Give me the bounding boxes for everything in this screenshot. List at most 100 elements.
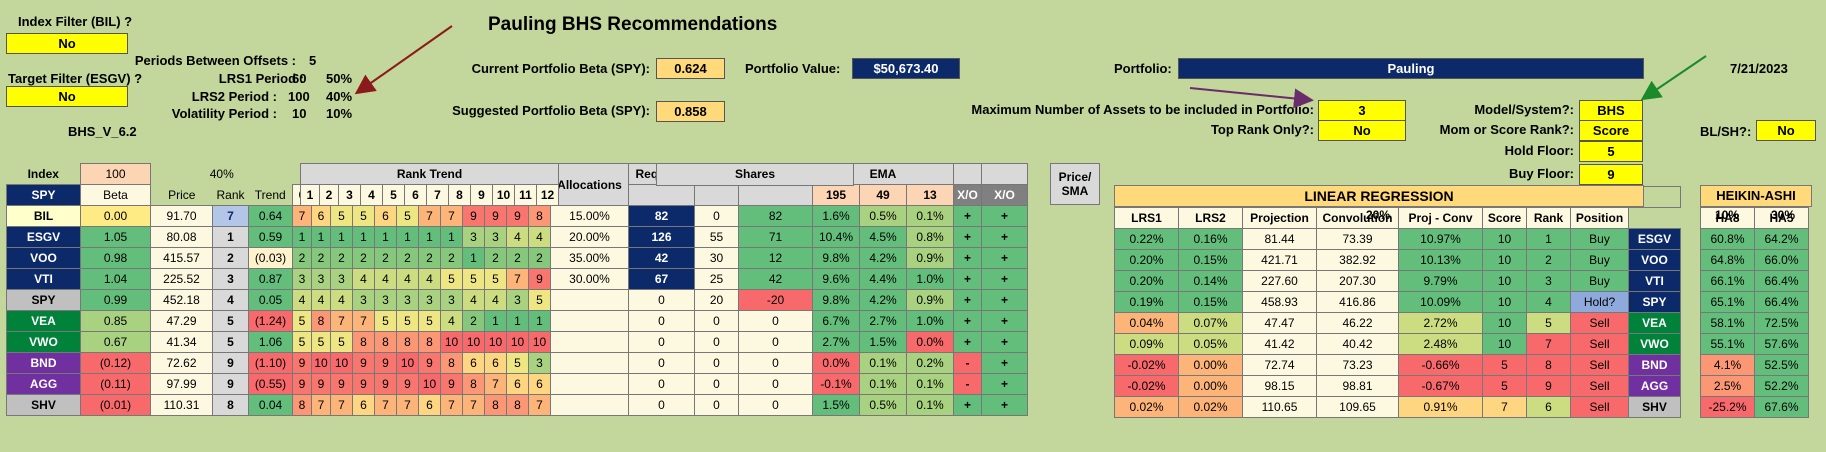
lr-ticker[interactable]: SHV [1628, 396, 1681, 418]
lr-col-header: Projection [1242, 207, 1317, 229]
rank-trend-cell: 7 [440, 205, 463, 227]
rank-trend-cell: 10 [506, 331, 529, 353]
trend-cell: 0.04 [248, 394, 293, 416]
table-row[interactable]: 66.1% 66.4% [1700, 270, 1809, 292]
table-row[interactable]: 65.1% 66.4% [1700, 291, 1809, 313]
ema-49-cell: 1.5% [859, 331, 907, 353]
table-row[interactable]: ESGV 1.05 80.08 1 0.59 1 1 1 1 1 1 1 1 3 3 4 4 20.00% 126 5… [6, 226, 1028, 248]
rank-trend-cell: 5 [292, 310, 312, 332]
linear-regression-header: LINEAR REGRESSION [1114, 185, 1644, 207]
lr-ticker[interactable]: VOO [1628, 249, 1681, 271]
table-row[interactable]: 2.5% 52.2% [1700, 375, 1809, 397]
price-cell: 80.08 [150, 226, 213, 248]
rank-trend-cell: 7 [528, 394, 551, 416]
ha8-cell: 60.8% [1700, 228, 1755, 250]
table-row[interactable]: SHV (0.01) 110.31 8 0.04 8 7 7 6 7 7 6 7 7 8 8 7 0 0 0 1.5% 0… [6, 394, 1028, 416]
table-row[interactable]: BIL 0.00 91.70 7 0.64 7 6 5 5 6 5 7 7 9 9 9 8 15.00% 82 0 82… [6, 205, 1028, 227]
table-row[interactable]: -25.2% 67.6% [1700, 396, 1809, 418]
ticker[interactable]: BND [6, 352, 81, 374]
ticker[interactable]: BIL [6, 205, 81, 227]
xo-cell: + [953, 394, 982, 416]
rank-trend-cell: 8 [374, 331, 397, 353]
ticker[interactable]: VTI [6, 268, 81, 290]
rank-trend-cell: 1 [352, 226, 375, 248]
table-row[interactable]: -0.02% 0.00% 98.15 98.81 -0.67% 5 9 Sell AGG [1114, 375, 1681, 397]
table-row[interactable]: VTI 1.04 225.52 3 0.87 3 3 3 4 4 4 4 5 5 5 7 9 30.00% 67 25… [6, 268, 1028, 290]
ticker[interactable]: SPY [6, 289, 81, 311]
price-sma-cell: + [981, 247, 1028, 269]
portfolio-name[interactable]: Pauling [1178, 58, 1644, 79]
ha5-cell: 52.5% [1754, 354, 1809, 376]
table-row[interactable]: -0.02% 0.00% 72.74 73.23 -0.66% 5 8 Sell BND [1114, 354, 1681, 376]
rank-trend-cell: 3 [484, 226, 507, 248]
rank-trend-cell: 6 [352, 394, 375, 416]
table-row[interactable]: VEA 0.85 47.29 5 (1.24) 5 8 7 7 5 5 5 4 2 1 1 1 0 0 0 6.7% 2.… [6, 310, 1028, 332]
beta-cell: 1.04 [80, 268, 151, 290]
table-row[interactable]: 58.1% 72.5% [1700, 312, 1809, 334]
lr-ticker[interactable]: VTI [1628, 270, 1681, 292]
score-cell: 5 [1482, 375, 1527, 397]
lr-ticker[interactable]: AGG [1628, 375, 1681, 397]
ticker[interactable]: VOO [6, 247, 81, 269]
rank-trend-cell: 7 [292, 205, 312, 227]
mom-value[interactable]: Score [1579, 120, 1643, 141]
ha5-cell: 66.0% [1754, 249, 1809, 271]
score-cell: 10 [1482, 312, 1527, 334]
rank-trend-cell: 3 [528, 352, 551, 374]
table-row[interactable]: 60.8% 64.2% [1700, 228, 1809, 250]
lr-ticker[interactable]: SPY [1628, 291, 1681, 313]
blsh-value[interactable]: No [1756, 120, 1816, 141]
ticker[interactable]: ESGV [6, 226, 81, 248]
spacer [694, 184, 739, 206]
lr-ticker[interactable]: VEA [1628, 312, 1681, 334]
ticker[interactable]: VWO [6, 331, 81, 353]
lrs1-cell: -0.02% [1114, 354, 1179, 376]
table-row[interactable]: SPY 0.99 452.18 4 0.05 4 4 4 3 3 3 3 3 4 4 3 5 0 20 -20 9.8%… [6, 289, 1028, 311]
beta-cell: (0.12) [80, 352, 151, 374]
price-cell: 41.34 [150, 331, 213, 353]
model-value[interactable]: BHS [1579, 100, 1643, 121]
ticker[interactable]: VEA [6, 310, 81, 332]
index-filter-value[interactable]: No [6, 33, 128, 54]
table-row[interactable]: 0.02% 0.02% 110.65 109.65 0.91% 7 6 Sell SHV [1114, 396, 1681, 418]
ema-49-cell: 0.1% [859, 373, 907, 395]
table-row[interactable]: 0.22% 0.16% 81.44 73.39 10.97% 10 1 Buy ESGV [1114, 228, 1681, 250]
ticker[interactable]: SHV [6, 394, 81, 416]
rank-num: 2 [319, 184, 339, 206]
table-row[interactable]: 0.20% 0.14% 227.60 207.30 9.79% 10 3 Buy VTI [1114, 270, 1681, 292]
position-cell: Hold? [1570, 291, 1629, 313]
rank-trend-cell: 10 [396, 352, 419, 374]
table-row[interactable]: 64.8% 66.0% [1700, 249, 1809, 271]
ticker[interactable]: AGG [6, 373, 81, 395]
rank-trend-cell: 10 [330, 352, 353, 374]
convolution-cell: 98.81 [1316, 375, 1399, 397]
lr-ticker[interactable]: ESGV [1628, 228, 1681, 250]
target-filter-value[interactable]: No [6, 86, 128, 107]
table-row[interactable]: 0.20% 0.15% 421.71 382.92 10.13% 10 2 Buy VOO [1114, 249, 1681, 271]
table-row[interactable]: BND (0.12) 72.62 9 (1.10) 9 10 10 9 9 10 9 8 6 6 5 3 0 0 0 0… [6, 352, 1028, 374]
rank-trend-cell: 5 [528, 289, 551, 311]
lr-ticker[interactable]: VWO [1628, 333, 1681, 355]
table-row[interactable]: AGG (0.11) 97.99 9 (0.55) 9 9 9 9 9 9 10 9 8 7 6 6 0 0 0 -0.… [6, 373, 1028, 395]
table-row[interactable]: 0.19% 0.15% 458.93 416.86 10.09% 10 4 Hold? SPY [1114, 291, 1681, 313]
table-row[interactable]: 55.1% 57.6% [1700, 333, 1809, 355]
held-cell: 0 [694, 352, 739, 374]
buy-floor-value[interactable]: 9 [1579, 164, 1643, 185]
required-cell: 0 [628, 310, 695, 332]
rank-trend-cell: 10 [528, 331, 551, 353]
held-cell: 0 [694, 394, 739, 416]
table-row[interactable]: VOO 0.98 415.57 2 (0.03) 2 2 2 2 2 2 2 2 1 2 2 2 35.00% 42… [6, 247, 1028, 269]
table-row[interactable]: 0.09% 0.05% 41.42 40.42 2.48% 10 7 Sell VWO [1114, 333, 1681, 355]
vol-value: 10 [292, 106, 307, 121]
proj-conv-cell: 0.91% [1398, 396, 1483, 418]
table-row[interactable]: VWO 0.67 41.34 5 1.06 5 5 5 8 8 8 8 10 10 10 10 10 0 0 0 2.7… [6, 331, 1028, 353]
table-row[interactable]: 0.04% 0.07% 47.47 46.22 2.72% 10 5 Sell VEA [1114, 312, 1681, 334]
hold-floor-value[interactable]: 5 [1579, 141, 1643, 162]
top-rank-value[interactable]: No [1318, 120, 1406, 141]
rank-trend-cell: 9 [292, 373, 312, 395]
lrs2-cell: 0.00% [1178, 375, 1243, 397]
rank-trend-cell: 9 [506, 205, 529, 227]
table-row[interactable]: 4.1% 52.5% [1700, 354, 1809, 376]
portfolio-label: Portfolio: [1114, 61, 1172, 76]
lr-ticker[interactable]: BND [1628, 354, 1681, 376]
